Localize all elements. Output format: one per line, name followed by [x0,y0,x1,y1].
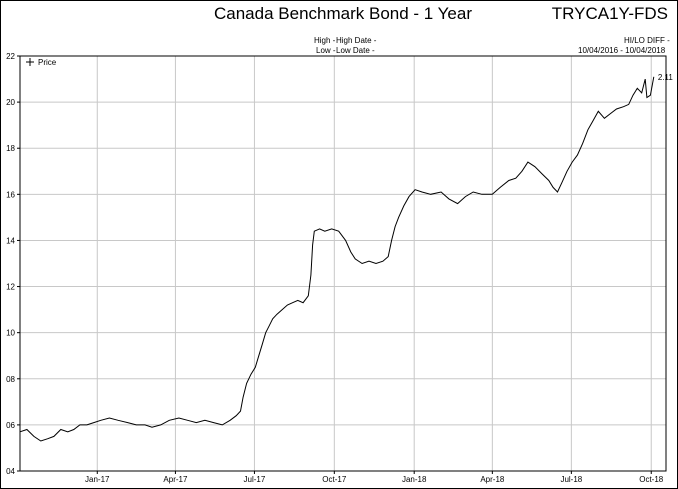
y-tick-label: 08 [6,375,15,384]
high-date-label: High Date - [336,36,377,45]
chart-title: Canada Benchmark Bond - 1 Year [214,4,473,23]
last-value-label: 2.11 [658,73,674,82]
y-tick-label: 06 [6,421,15,430]
y-tick-label: 10 [6,329,15,338]
y-tick-label: 12 [6,283,15,292]
y-axis: 04 06 08 10 12 14 16 18 20 22 [6,52,20,476]
series-line-price [19,76,655,442]
x-tick-label: Oct-17 [322,475,347,484]
x-tick-label: Jan-17 [85,475,110,484]
y-tick-label: 20 [6,98,15,107]
y-tick-label: 04 [6,467,15,476]
x-tick-label: Jul-17 [244,475,266,484]
x-tick-label: Jul-18 [560,475,582,484]
x-axis: Jan-17 Apr-17 Jul-17 Oct-17 Jan-18 Apr-18 Jul-… [85,471,664,484]
y-tick-label: 18 [6,144,15,153]
y-tick-label: 22 [6,52,15,61]
legend-entry-price: Price [38,58,57,67]
ticker-symbol: TRYCA1Y-FDS [551,4,668,23]
x-tick-label: Apr-18 [480,475,505,484]
x-tick-label: Apr-17 [163,475,188,484]
y-tick-label: 16 [6,190,15,199]
low-date-label: Low Date - [336,46,375,55]
low-label: Low - [316,46,336,55]
x-tick-label: Oct-18 [639,475,664,484]
x-tick-label: Jan-18 [402,475,427,484]
legend: Price [26,58,57,67]
plot-area [19,55,667,472]
high-label: High - [314,36,336,45]
hilo-diff-label: HI/LO DIFF - [624,36,670,45]
date-range: 10/04/2016 - 10/04/2018 [578,46,666,55]
y-tick-label: 14 [6,236,15,245]
grid [20,56,666,471]
